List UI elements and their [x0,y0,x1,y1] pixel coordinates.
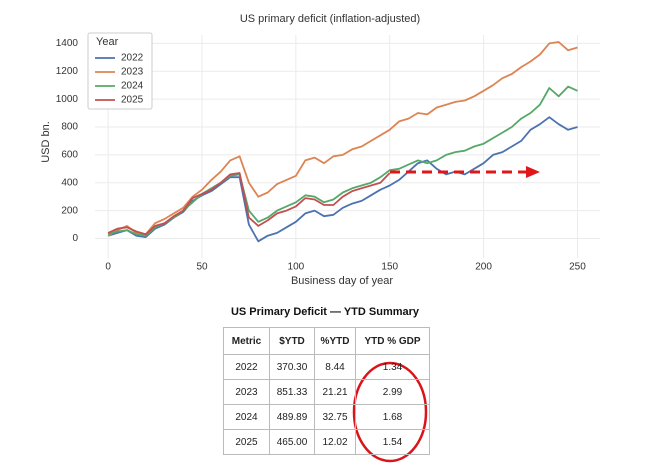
y-tick-label: 1400 [56,38,79,49]
table-cell: 1.54 [355,429,430,455]
table-cell: 2022 [223,354,270,380]
annotation-arrowhead [526,166,540,178]
legend-label: 2025 [121,95,144,106]
table-header-cell: YTD % GDP [355,327,430,355]
chart-title: US primary deficit (inflation-adjusted) [240,13,420,25]
table-cell: 370.30 [269,354,315,380]
legend-label: 2022 [121,53,144,64]
y-tick-label: 1000 [56,94,79,105]
y-axis-label: USD bn. [40,121,52,163]
x-tick-label: 50 [196,262,208,273]
x-tick-label: 250 [569,262,586,273]
table-row: 2023 851.33 21.21 2.99 [223,379,430,405]
x-tick-label: 0 [105,262,111,273]
series-line [107,116,578,243]
legend-label: 2023 [121,67,144,78]
table-cell: 2024 [223,404,270,430]
table-row: 2025 465.00 12.02 1.54 [223,429,430,455]
table-cell: 21.21 [314,379,356,405]
table-row: 2024 489.89 32.75 1.68 [223,404,430,430]
series-line [107,41,578,237]
x-axis-label: Business day of year [291,275,393,287]
y-tick-label: 0 [72,233,78,244]
legend-box [87,32,153,110]
summary-table: Metric $YTD %YTD YTD % GDP 2022 370.30 8.44 1.… [223,327,430,455]
table-cell: 489.89 [269,404,315,430]
legend-label: 2024 [121,81,144,92]
y-tick-label: 200 [61,205,78,216]
table-cell: 2023 [223,379,270,405]
table-cell: 851.33 [269,379,315,405]
table-cell: 2025 [223,429,270,455]
plot-area: 0 200 400 600 800 1000 1200 1400 0 50 100 150 200 250 [56,35,600,273]
table-cell: 1.34 [355,354,430,380]
table-header-cell: %YTD [314,327,356,355]
x-tick-label: 200 [475,262,492,273]
y-tick-label: 1200 [56,66,79,77]
table-body: 2022 370.30 8.44 1.34 2023 851.33 21.21 2.99 202… [223,354,430,455]
table-cell: 8.44 [314,354,356,380]
summary-table-block: US Primary Deficit — YTD Summary Metric $… [200,306,450,455]
x-tick-label: 150 [381,262,398,273]
table-row: 2022 370.30 8.44 1.34 [223,354,430,380]
table-cell: 12.02 [314,429,356,455]
y-tick-label: 800 [61,122,78,133]
x-tick-label: 100 [288,262,305,273]
table-header-cell: Metric [223,327,270,355]
table-header-row: Metric $YTD %YTD YTD % GDP [223,327,430,355]
table-cell: 32.75 [314,404,356,430]
table-title: US Primary Deficit — YTD Summary [230,306,420,318]
table-header-cell: $YTD [269,327,315,355]
y-tick-label: 600 [61,150,78,161]
series-line [107,172,391,236]
table-cell: 1.68 [355,404,430,430]
table-cell: 465.00 [269,429,315,455]
legend-title: Year [96,36,119,48]
y-tick-label: 400 [61,177,78,188]
table-cell: 2.99 [355,379,430,405]
